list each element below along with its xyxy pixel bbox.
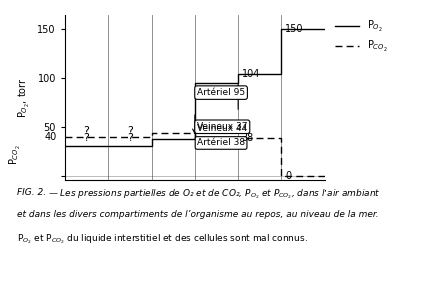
Text: 150: 150 [285,24,304,34]
Text: ?: ? [84,125,90,136]
Text: ?: ? [84,133,90,143]
Text: Veineux 44: Veineux 44 [197,124,247,133]
Y-axis label: P$_{O_2}$, torr: P$_{O_2}$, torr [17,77,32,118]
Text: — Les pressions partielles de O₂ et de CO₂, P$_{O_2}$ et P$_{CO_2}$, dans l’air : — Les pressions partielles de O₂ et de C… [48,188,381,201]
Text: P$_{CO_2}$: P$_{CO_2}$ [8,144,23,164]
Legend: P$_{O_2}$, P$_{CO_2}$: P$_{O_2}$, P$_{CO_2}$ [335,19,388,54]
Text: Artériel 38: Artériel 38 [197,139,245,148]
Text: ?: ? [127,133,133,143]
Text: 40: 40 [45,132,57,141]
Text: et dans les divers compartiments de l’organisme au repos, au niveau de la mer.: et dans les divers compartiments de l’or… [17,210,379,219]
Text: FIG. 2.: FIG. 2. [17,188,46,197]
Text: 104: 104 [242,69,260,79]
Text: 0: 0 [285,171,291,180]
Text: ?: ? [127,125,133,136]
Text: P$_{O_2}$ et P$_{CO_2}$ du liquide interstitiel et des cellules sont mal connus.: P$_{O_2}$ et P$_{CO_2}$ du liquide inter… [17,233,308,246]
Text: Artériel 95: Artériel 95 [197,88,245,97]
Text: 38: 38 [242,134,254,143]
Text: Veineux 37: Veineux 37 [197,122,248,131]
